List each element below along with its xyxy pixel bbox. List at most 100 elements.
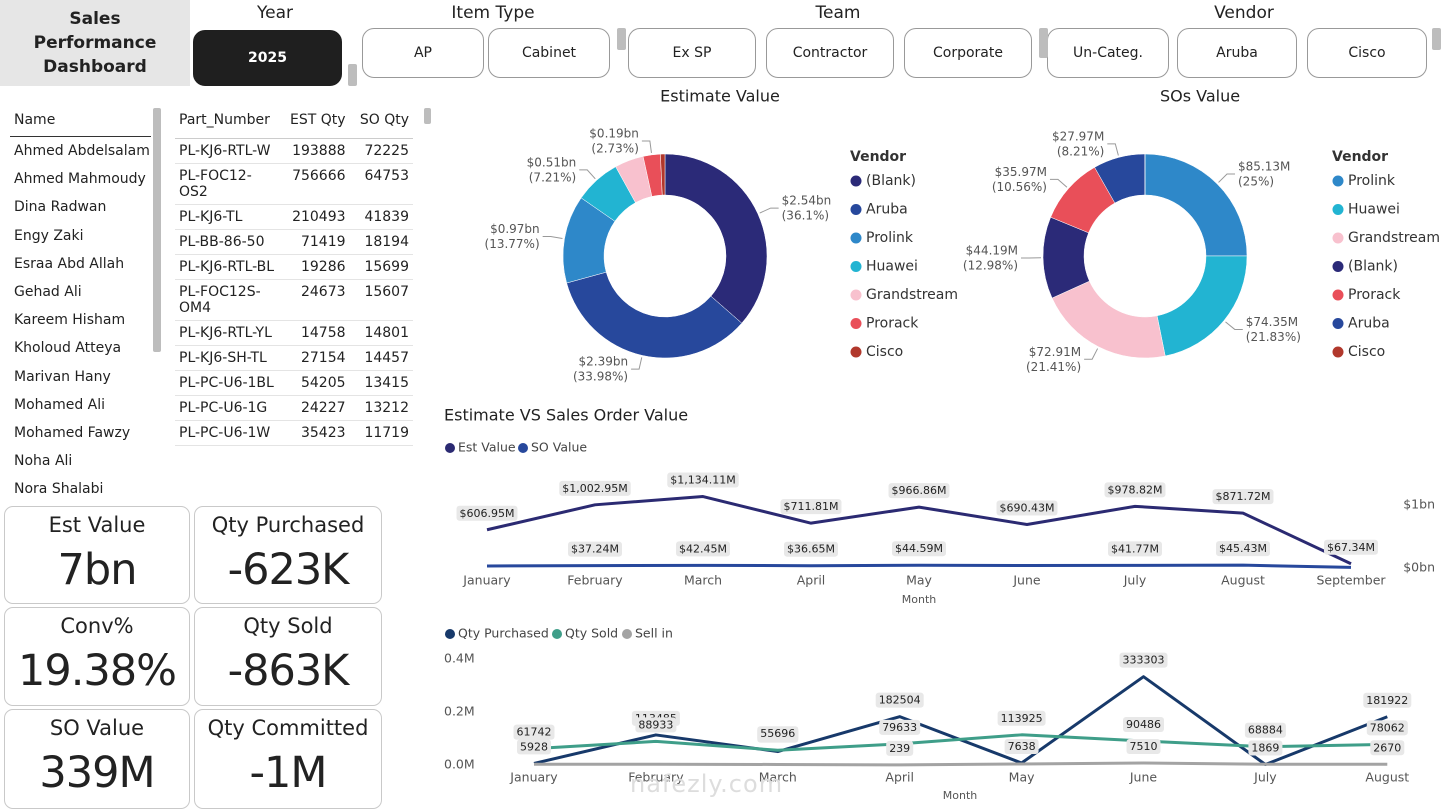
data-label: (21.41%) xyxy=(1026,360,1081,374)
legend-title: Vendor xyxy=(850,149,906,165)
data-label: 78062 xyxy=(1370,721,1405,734)
data-label: $67.34M xyxy=(1327,541,1375,554)
data-label: $27.97M xyxy=(1052,129,1104,143)
data-label: (2.73%) xyxy=(591,141,638,155)
x-tick-label: May xyxy=(1009,770,1035,785)
legend-swatch xyxy=(1333,290,1344,301)
data-label: $871.72M xyxy=(1216,490,1271,503)
data-label: $1,002.95M xyxy=(562,482,627,495)
x-tick-label: March xyxy=(684,573,722,588)
data-label: $85.13M xyxy=(1238,159,1290,173)
data-label: 7638 xyxy=(1008,740,1036,753)
legend-title: Vendor xyxy=(1332,149,1388,165)
data-label: $37.24M xyxy=(571,543,619,556)
data-label: (25%) xyxy=(1238,174,1274,188)
data-label: 68884 xyxy=(1248,724,1283,737)
series-line xyxy=(534,763,1387,765)
data-label: (13.77%) xyxy=(485,237,540,251)
data-label: 7510 xyxy=(1130,740,1158,753)
x-tick-label: August xyxy=(1365,770,1409,785)
legend-label: Sell in xyxy=(635,626,673,641)
data-label: $72.91M xyxy=(1029,345,1081,359)
leader-line xyxy=(1219,174,1235,182)
y-tick-label: $0bn xyxy=(1403,560,1435,575)
data-label: $35.97M xyxy=(995,165,1047,179)
legend-swatch xyxy=(1333,233,1344,244)
data-label: 90486 xyxy=(1126,718,1161,731)
legend-label: SO Value xyxy=(531,440,587,455)
legend-label: Grandstream xyxy=(1348,230,1440,246)
x-axis-title: Month xyxy=(943,789,978,800)
legend-label: Aruba xyxy=(866,202,908,218)
data-label: $690.43M xyxy=(1000,502,1055,515)
leader-line xyxy=(579,170,595,179)
legend-swatch xyxy=(622,629,632,639)
legend-swatch xyxy=(851,347,862,358)
x-tick-label: February xyxy=(567,573,623,588)
legend-swatch xyxy=(851,318,862,329)
data-label: $44.19M xyxy=(966,244,1018,258)
legend-label: Cisco xyxy=(866,344,903,360)
donut-slice xyxy=(665,154,767,323)
data-label: (33.98%) xyxy=(573,370,628,384)
legend-swatch xyxy=(1333,318,1344,329)
data-label: $42.45M xyxy=(679,542,727,555)
data-label: 181922 xyxy=(1366,694,1408,707)
legend-label: (Blank) xyxy=(1348,259,1398,275)
data-label: $36.65M xyxy=(787,543,835,556)
data-label: $41.77M xyxy=(1111,542,1159,555)
data-label: (8.21%) xyxy=(1057,144,1104,158)
leader-line xyxy=(631,357,642,369)
legend-label: Prolink xyxy=(866,230,914,246)
x-tick-label: January xyxy=(462,573,511,588)
data-label: (10.56%) xyxy=(992,180,1047,194)
y-tick-label: 0.4M xyxy=(444,651,475,666)
leader-line xyxy=(760,208,779,213)
x-tick-label: April xyxy=(885,770,914,785)
data-label: $0.97bn xyxy=(490,222,540,236)
x-tick-label: July xyxy=(1123,573,1147,588)
donut-slice xyxy=(567,272,742,358)
data-label: 182504 xyxy=(879,694,921,707)
data-label: $45.43M xyxy=(1219,542,1267,555)
legend-label: (Blank) xyxy=(866,173,916,189)
y-tick-label: 0.0M xyxy=(444,757,475,772)
data-label: $966.86M xyxy=(892,484,947,497)
data-label: $711.81M xyxy=(784,500,839,513)
legend-swatch xyxy=(445,629,455,639)
legend-label: Huawei xyxy=(1348,202,1400,218)
legend-label: Aruba xyxy=(1348,316,1390,332)
data-label: (21.83%) xyxy=(1246,330,1301,344)
donut-slice xyxy=(1145,154,1247,256)
x-tick-label: June xyxy=(1012,573,1041,588)
series-line xyxy=(487,565,1351,567)
legend-label: Est Value xyxy=(458,440,516,455)
data-label: 333303 xyxy=(1123,654,1165,667)
data-label: $978.82M xyxy=(1108,483,1163,496)
data-label: $44.59M xyxy=(895,542,943,555)
x-tick-label: May xyxy=(906,573,932,588)
leader-line xyxy=(1084,349,1097,360)
legend-label: Prorack xyxy=(1348,287,1401,303)
legend-swatch xyxy=(851,261,862,272)
data-label: $606.95M xyxy=(460,507,515,520)
data-label: 55696 xyxy=(760,727,795,740)
data-label: 113925 xyxy=(1001,712,1043,725)
data-label: 88933 xyxy=(638,718,673,731)
x-tick-label: April xyxy=(797,573,826,588)
legend-label: Qty Sold xyxy=(565,626,618,641)
data-label: (7.21%) xyxy=(529,170,576,184)
legend-swatch xyxy=(518,443,528,453)
chart-title: Estimate VS Sales Order Value xyxy=(444,406,688,425)
data-label: 61742 xyxy=(517,726,552,739)
leader-line xyxy=(1225,322,1242,330)
data-label: 79633 xyxy=(882,721,917,734)
leader-line xyxy=(642,141,652,153)
legend-label: Prolink xyxy=(1348,173,1396,189)
legend-swatch xyxy=(1333,204,1344,215)
watermark: nafezly.com xyxy=(630,770,783,798)
data-label: 5928 xyxy=(520,740,548,753)
x-tick-label: June xyxy=(1129,770,1158,785)
x-tick-label: July xyxy=(1253,770,1277,785)
